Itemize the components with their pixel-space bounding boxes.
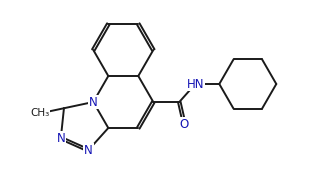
Text: N: N xyxy=(84,144,93,157)
Text: HN: HN xyxy=(186,78,204,91)
Text: N: N xyxy=(89,96,98,108)
Text: O: O xyxy=(180,117,189,130)
Text: CH₃: CH₃ xyxy=(30,108,49,118)
Text: N: N xyxy=(56,132,65,145)
